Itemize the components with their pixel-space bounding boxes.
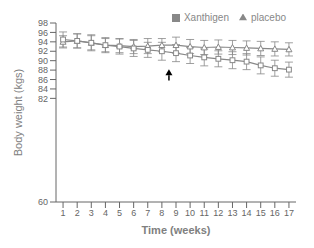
svg-text:84: 84 (38, 84, 48, 94)
svg-text:10: 10 (185, 208, 195, 218)
svg-text:88: 88 (38, 65, 48, 75)
svg-text:60: 60 (38, 197, 48, 207)
svg-text:12: 12 (213, 208, 223, 218)
svg-text:Body weight (kgs): Body weight (kgs) (12, 69, 24, 156)
svg-text:14: 14 (242, 208, 252, 218)
svg-text:11: 11 (200, 208, 209, 218)
svg-text:8: 8 (159, 208, 164, 218)
svg-text:4: 4 (103, 208, 108, 218)
svg-text:82: 82 (38, 94, 48, 104)
svg-text:15: 15 (256, 208, 266, 218)
svg-text:86: 86 (38, 75, 48, 85)
html-text:placebo: placebo (251, 12, 286, 23)
svg-text:1: 1 (61, 208, 66, 218)
svg-text:16: 16 (270, 208, 280, 218)
svg-text:Time (weeks): Time (weeks) (142, 224, 211, 236)
svg-text:90: 90 (38, 56, 48, 66)
svg-text:17: 17 (284, 208, 294, 218)
svg-text:7: 7 (145, 208, 150, 218)
svg-text:94: 94 (38, 37, 48, 47)
svg-text:6: 6 (131, 208, 136, 218)
svg-text:96: 96 (38, 28, 48, 38)
svg-text:9: 9 (173, 208, 178, 218)
svg-text:98: 98 (38, 18, 48, 28)
html-text:Xanthigen: Xanthigen (183, 12, 229, 23)
svg-text:13: 13 (227, 208, 237, 218)
svg-text:92: 92 (38, 46, 48, 56)
svg-text:3: 3 (89, 208, 94, 218)
svg-text:5: 5 (117, 208, 122, 218)
svg-text:2: 2 (75, 208, 80, 218)
